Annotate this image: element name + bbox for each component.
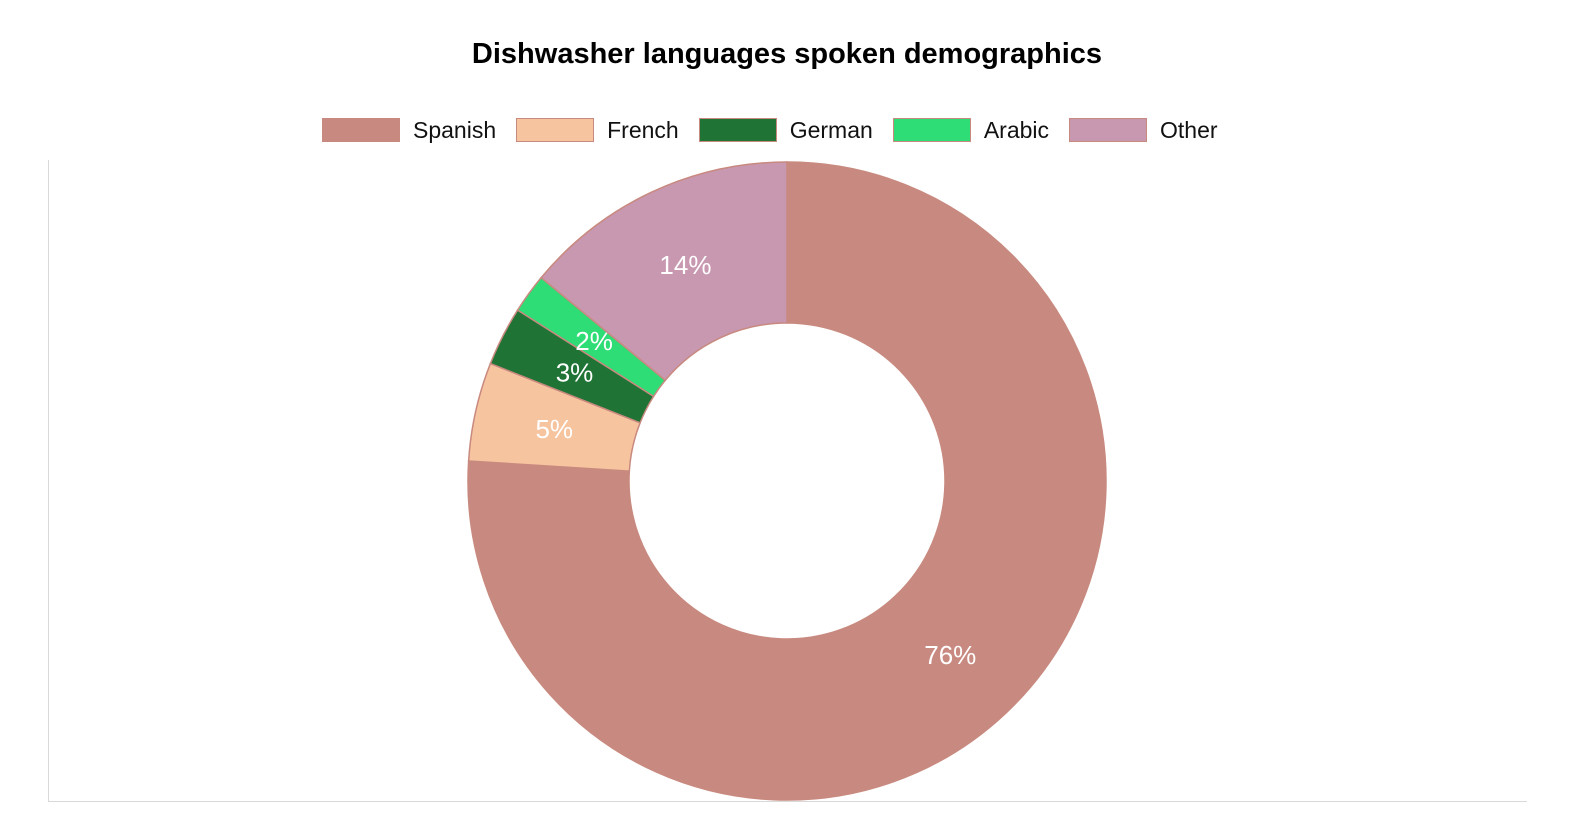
legend-swatch-german xyxy=(698,118,777,142)
legend-swatch-french xyxy=(516,118,595,142)
legend-label-german: German xyxy=(789,116,873,143)
data-label-spanish: 76% xyxy=(924,640,976,670)
data-label-french: 5% xyxy=(535,414,573,444)
slice-spanish[interactable] xyxy=(467,161,1107,801)
legend-item-spanish[interactable]: Spanish xyxy=(322,117,496,144)
legend-swatch-other xyxy=(1069,118,1148,142)
legend-item-french[interactable]: French xyxy=(516,117,679,144)
data-label-other: 14% xyxy=(659,250,711,280)
legend-label-spanish: Spanish xyxy=(413,116,497,143)
legend-item-other[interactable]: Other xyxy=(1069,117,1218,144)
chart-legend: Spanish French German Arabic Other xyxy=(322,115,1238,145)
legend-item-german[interactable]: German xyxy=(698,116,873,144)
legend-swatch-spanish xyxy=(322,118,400,142)
legend-swatch-arabic xyxy=(892,118,971,142)
plot-area xyxy=(48,160,1527,802)
legend-label-other: Other xyxy=(1160,116,1218,143)
slice-other[interactable] xyxy=(540,161,788,382)
legend-item-arabic[interactable]: Arabic xyxy=(892,116,1050,144)
data-label-german: 3% xyxy=(556,358,594,388)
legend-label-french: French xyxy=(607,116,679,143)
legend-label-arabic: Arabic xyxy=(983,116,1050,143)
chart-title: Dishwasher languages spoken demographics xyxy=(471,38,1103,70)
